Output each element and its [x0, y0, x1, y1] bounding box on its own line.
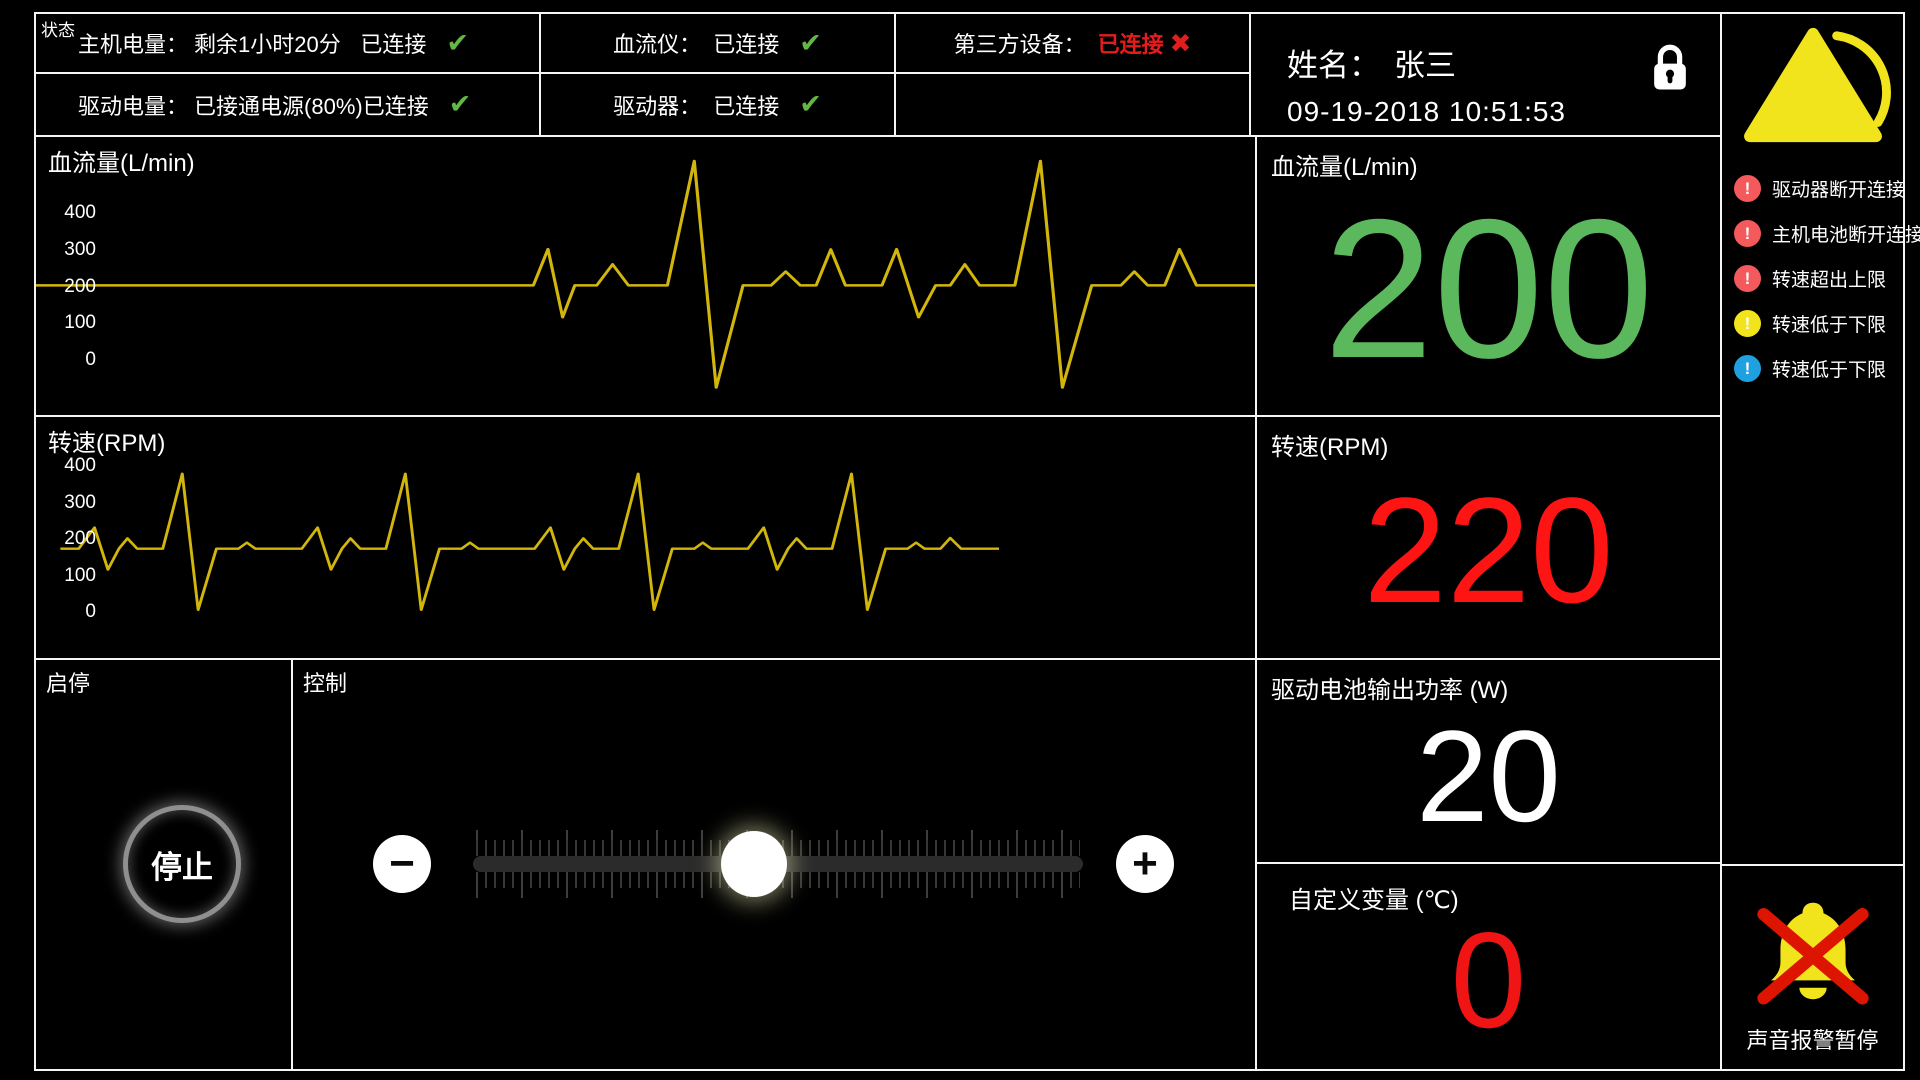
drive-battery-label: 驱动电量：	[78, 93, 189, 119]
alert-level-icon: !	[1734, 310, 1761, 337]
bell-muted-icon	[1757, 902, 1869, 1005]
alert-level-icon: !	[1734, 355, 1761, 382]
check-icon: ✔	[799, 89, 822, 119]
y-axis-tick-label: 300	[64, 491, 96, 513]
flow-readout-panel: 血流量(L/min) 200	[1255, 135, 1722, 417]
rpm-waveform	[60, 472, 1000, 611]
datetime: 09-19-2018 10:51:53	[1287, 96, 1566, 127]
patient-panel: 姓名： 张三 09-19-2018 10:51:53	[1249, 12, 1722, 137]
flow-chart-title: 血流量(L/min)	[48, 150, 195, 177]
host-battery-conn-status: 已连接	[360, 32, 427, 57]
patient-name: 张三	[1394, 48, 1456, 83]
custom-readout-panel: 自定义变量 (℃) 0	[1255, 862, 1722, 1071]
alert-item: ! 转速低于下限	[1734, 346, 1901, 391]
rpm-chart-title: 转速(RPM)	[48, 430, 166, 457]
alert-item: ! 主机电池断开连接	[1734, 211, 1920, 256]
third-party-label: 第三方设备：	[953, 32, 1086, 57]
flow-meter-label: 血流仪：	[613, 32, 702, 57]
start-stop-title: 启停	[46, 671, 91, 696]
custom-readout-value: 0	[1450, 903, 1527, 1056]
flow-meter-conn-status: 已连接	[713, 32, 780, 57]
y-axis-tick-label: 100	[64, 312, 96, 334]
y-axis-tick-label: 400	[64, 202, 96, 223]
y-axis-tick-label: 200	[64, 275, 96, 297]
slider-handle[interactable]	[720, 831, 787, 897]
flow-readout-value: 200	[1323, 178, 1654, 399]
alert-item: ! 转速低于下限	[1734, 301, 1901, 346]
stop-button[interactable]: 停止	[123, 805, 241, 923]
alarm-sidebar: ! 驱动器断开连接! 主机电池断开连接! 转速超出上限! 转速低于下限! 转速低于下限 声…	[1720, 12, 1920, 1071]
rpm-chart-panel: 转速(RPM) 400 300 200 100 0	[34, 415, 1257, 660]
control-title: 控制	[303, 671, 348, 696]
alert-text: 主机电池断开连接	[1772, 225, 1920, 246]
driver-conn-status: 已连接	[713, 93, 780, 119]
alert-item: ! 转速超出上限	[1734, 256, 1901, 301]
status-cell-driver: 驱动器： 已连接 ✔	[539, 72, 896, 137]
alert-level-icon: !	[1734, 220, 1761, 247]
mute-alarm-button[interactable]: 声音报警暂停	[1722, 864, 1903, 1069]
third-party-conn-status: 已连接	[1097, 32, 1164, 57]
power-readout-panel: 驱动电池输出功率 (W) 20	[1255, 658, 1722, 864]
power-readout-value: 20	[1416, 703, 1561, 849]
mute-alarm-label: 声音报警暂停	[1746, 1028, 1879, 1053]
driver-label: 驱动器：	[613, 93, 702, 119]
check-icon: ✔	[446, 27, 469, 58]
alert-list: ! 驱动器断开连接! 主机电池断开连接! 转速超出上限! 转速低于下限! 转速低于下限	[1734, 166, 1920, 391]
y-axis-tick-label: 400	[64, 455, 96, 476]
patient-name-line: 姓名： 张三	[1287, 40, 1456, 85]
y-axis-tick-label: 300	[64, 238, 96, 260]
flow-chart-panel: 血流量(L/min) 400 300 200 100 0	[34, 135, 1257, 417]
check-icon: ✔	[448, 89, 472, 119]
rpm-readout-panel: 转速(RPM) 220	[1255, 415, 1722, 660]
check-icon: ✔	[799, 27, 822, 58]
cross-icon: ✖	[1169, 27, 1192, 58]
rpm-readout-value: 220	[1363, 465, 1614, 634]
minus-icon: −	[389, 839, 415, 888]
alert-text: 转速低于下限	[1772, 315, 1887, 336]
drive-battery-value: 已接通电源(80%)	[194, 93, 363, 119]
power-readout-label: 驱动电池输出功率 (W)	[1271, 677, 1509, 704]
control-panel: 控制 − +	[291, 658, 1257, 1071]
warning-triangle-icon	[1744, 27, 1891, 143]
flow-readout-label: 血流量(L/min)	[1271, 154, 1418, 181]
host-battery-label: 主机电量：	[78, 32, 189, 57]
status-cell-host-battery: 状态 主机电量： 剩余1小时20分 已连接 ✔	[34, 12, 541, 74]
y-axis-tick-label: 200	[64, 528, 96, 549]
status-corner-label: 状态	[41, 21, 75, 40]
patient-name-label: 姓名：	[1287, 48, 1380, 83]
y-axis-tick-label: 0	[85, 349, 96, 370]
status-cell-flow-meter: 血流仪： 已连接 ✔	[539, 12, 896, 74]
alert-text: 驱动器断开连接	[1772, 180, 1906, 201]
status-cell-third-party: 第三方设备： 已连接 ✖	[894, 12, 1251, 74]
increase-button[interactable]: +	[1116, 835, 1174, 893]
status-cell-empty	[894, 72, 1251, 137]
decrease-button[interactable]: −	[373, 835, 431, 893]
y-axis-tick-label: 100	[64, 564, 96, 586]
status-cell-drive-battery: 驱动电量： 已接通电源(80%) 已连接 ✔	[34, 72, 541, 137]
alert-level-icon: !	[1734, 175, 1761, 202]
alert-text: 转速低于下限	[1772, 360, 1887, 381]
lock-icon[interactable]	[1646, 38, 1694, 96]
rpm-readout-label: 转速(RPM)	[1271, 434, 1389, 461]
alert-item: ! 驱动器断开连接	[1734, 166, 1905, 211]
plus-icon: +	[1132, 839, 1158, 888]
host-battery-value: 剩余1小时20分	[194, 32, 341, 57]
custom-readout-label: 自定义变量 (℃)	[1289, 887, 1459, 914]
alert-text: 转速超出上限	[1772, 270, 1887, 291]
drive-battery-conn-status: 已连接	[362, 93, 429, 119]
stop-button-label: 停止	[151, 849, 213, 885]
start-stop-panel: 启停 停止	[34, 658, 293, 1071]
slider-track[interactable]	[473, 830, 1083, 898]
y-axis-tick-label: 0	[85, 601, 96, 622]
flow-waveform	[36, 159, 1255, 389]
alert-level-icon: !	[1734, 265, 1761, 292]
